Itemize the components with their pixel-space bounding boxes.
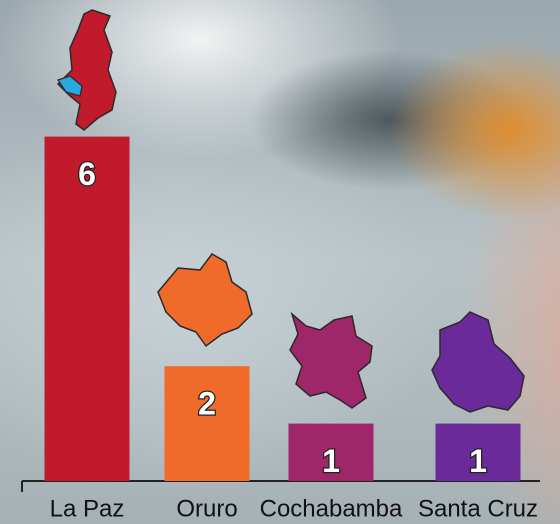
x-tick-label: Santa Cruz bbox=[418, 495, 538, 522]
region-shape bbox=[432, 312, 524, 412]
bar bbox=[165, 366, 250, 481]
value-label: 1 bbox=[469, 443, 487, 479]
value-label: 2 bbox=[198, 386, 216, 422]
page: 6La Paz2Oruro1Cochabamba1Santa Cruz (() … bbox=[0, 0, 560, 524]
x-tick-label: Oruro bbox=[176, 495, 237, 522]
x-tick-label: Cochabamba bbox=[260, 495, 403, 522]
region-shape bbox=[158, 254, 252, 346]
x-tick-label: La Paz bbox=[50, 495, 125, 522]
region-shape bbox=[290, 314, 372, 408]
region-shape bbox=[58, 10, 116, 130]
chart: 6 La Paz 2 Oruro 1 Cochabamba 1 Santa Cruz bbox=[0, 0, 560, 524]
value-label: 6 bbox=[78, 156, 96, 192]
value-label: 1 bbox=[322, 443, 340, 479]
